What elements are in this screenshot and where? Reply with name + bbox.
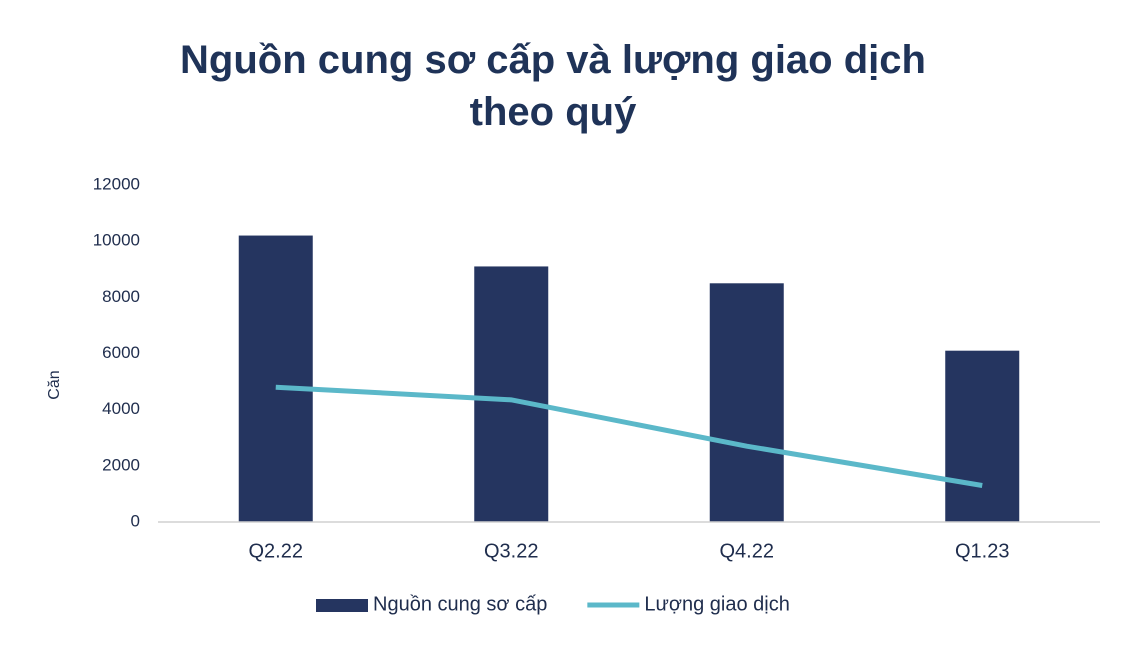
y-tick-label: 4000 (102, 399, 140, 418)
line (275, 384, 983, 488)
x-tick-label: Q1.23 (955, 540, 1009, 562)
legend-label: Nguồn cung sơ cấp (373, 593, 547, 615)
y-tick-label: 8000 (102, 287, 140, 306)
legend-swatch (316, 599, 368, 612)
x-tick-label: Q3.22 (484, 540, 538, 562)
x-tick-label: Q4.22 (720, 540, 774, 562)
chart-title: Nguồn cung sơ cấp và lượng giao dịch the… (180, 38, 926, 134)
bar (474, 266, 549, 522)
y-tick-label: 6000 (102, 343, 140, 362)
x-tick-label: Q2.22 (249, 540, 303, 562)
y-tick-label: 12000 (93, 174, 140, 193)
y-axis-label: Căn (46, 370, 63, 399)
y-tick-label: 10000 (93, 231, 140, 250)
bar (238, 235, 313, 523)
y-tick-label: 0 (131, 511, 140, 530)
bar (945, 350, 1020, 522)
y-tick-label: 2000 (102, 455, 140, 474)
bar (709, 283, 784, 522)
legend-label: Lượng giao dịch (644, 593, 790, 615)
